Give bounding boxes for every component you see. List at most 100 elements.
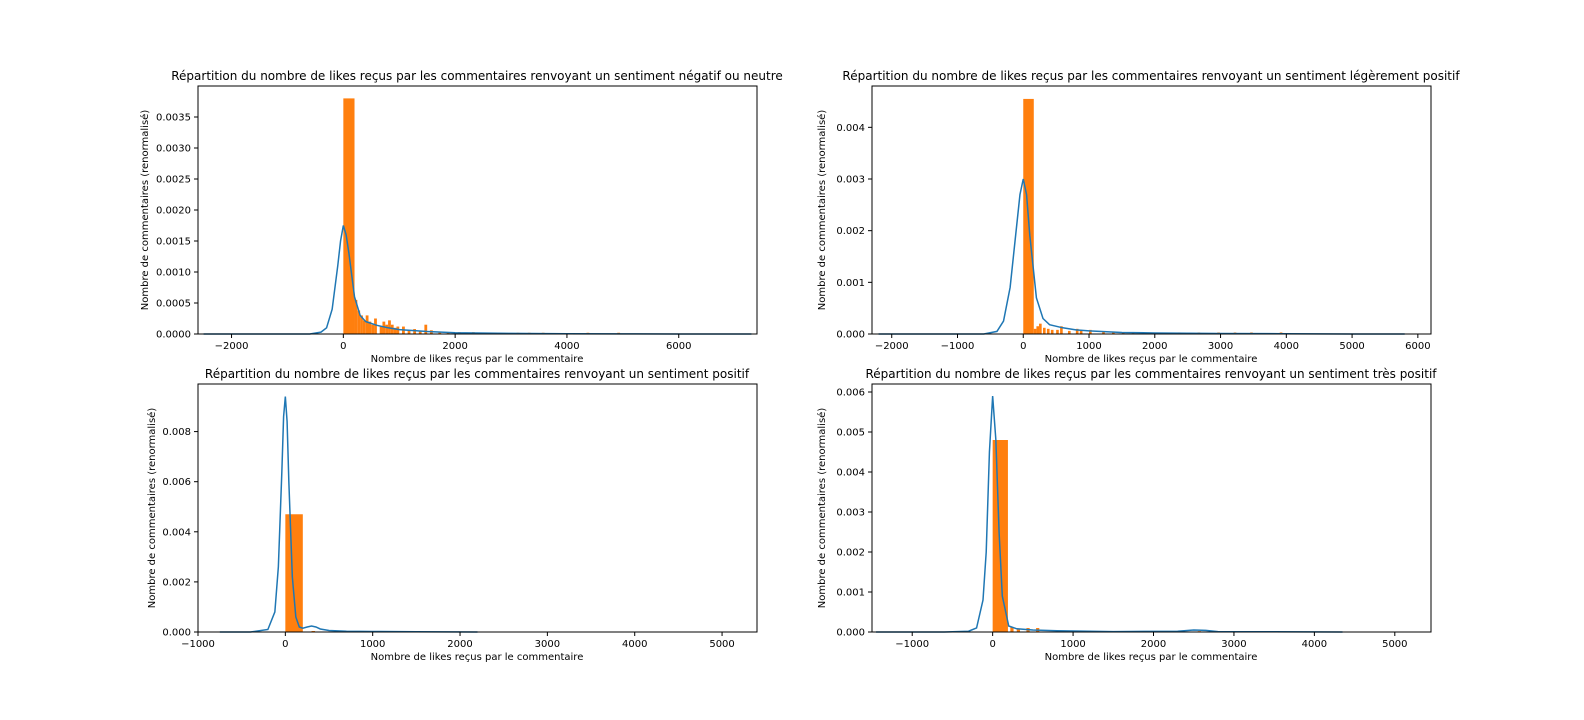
- histogram-bar: [1033, 328, 1037, 334]
- y-tick-label: 0.0020: [156, 206, 191, 217]
- plot-area: [876, 395, 1343, 633]
- x-tick-label: 4000: [554, 341, 579, 352]
- subplot-title: Répartition du nombre de likes reçus par…: [866, 367, 1438, 381]
- histogram-bar: [393, 327, 397, 334]
- subplot-negative-neutral: Répartition du nombre de likes reçus par…: [139, 69, 783, 365]
- x-tick-label: 1000: [360, 639, 385, 650]
- histogram-bar: [1102, 331, 1105, 334]
- subplot-title: Répartition du nombre de likes reçus par…: [171, 69, 783, 83]
- x-tick-label: 5000: [709, 639, 734, 650]
- histogram-bar: [343, 98, 355, 335]
- histogram-bar: [1060, 326, 1063, 334]
- x-tick-label: −1000: [941, 341, 975, 352]
- histogram-bar: [385, 324, 389, 334]
- histogram-bar: [1042, 327, 1046, 334]
- histogram-bar: [365, 315, 369, 334]
- histogram-bar: [424, 324, 428, 334]
- plot-area: [878, 98, 1405, 335]
- histogram-bar: [357, 310, 361, 334]
- x-tick-label: 3000: [535, 639, 560, 650]
- y-tick-label: 0.000: [836, 330, 865, 341]
- histogram-bar: [992, 440, 1008, 632]
- histogram-bar: [1067, 330, 1071, 334]
- x-tick-label: −1000: [181, 639, 215, 650]
- subplot-positive: Répartition du nombre de likes reçus par…: [146, 367, 758, 663]
- axes-frame: [871, 383, 1432, 633]
- density-curve: [876, 395, 1343, 633]
- y-tick-label: 0.004: [162, 527, 191, 538]
- x-tick-label: 4000: [1274, 341, 1299, 352]
- histogram-bar: [371, 324, 375, 334]
- histogram-bar: [382, 321, 386, 334]
- x-tick-label: −2000: [215, 341, 249, 352]
- histogram-bar: [418, 330, 422, 334]
- y-tick-label: 0.005: [836, 428, 865, 439]
- subplot-slightly-positive: Répartition du nombre de likes reçus par…: [816, 69, 1460, 365]
- y-tick-label: 0.0005: [156, 299, 191, 310]
- plot-area: [219, 396, 478, 633]
- y-tick-label: 0.0030: [156, 144, 191, 155]
- x-axis-label: Nombre de likes reçus par le commentaire: [371, 354, 584, 365]
- x-tick-label: 3000: [1208, 341, 1233, 352]
- x-tick-label: 2000: [1141, 639, 1166, 650]
- histogram-bar: [1121, 332, 1125, 334]
- y-tick-label: 0.000: [162, 628, 191, 639]
- histogram-bar: [1079, 330, 1083, 334]
- y-tick-label: 0.0035: [156, 113, 191, 124]
- x-tick-label: 4000: [622, 639, 647, 650]
- x-axis-label: Nombre de likes reçus par le commentaire: [371, 652, 584, 663]
- x-tick-label: 6000: [1405, 341, 1430, 352]
- y-tick-label: 0.0000: [156, 330, 191, 341]
- x-tick-label: −2000: [875, 341, 909, 352]
- histogram-bar: [396, 326, 400, 334]
- x-tick-label: 6000: [666, 341, 691, 352]
- histogram-bar: [368, 321, 372, 334]
- x-tick-label: 0: [282, 639, 288, 650]
- y-axis-label: Nombre de commentaires (renormalisé): [816, 408, 828, 609]
- histogram-bar: [1075, 328, 1079, 334]
- density-curve: [878, 178, 1405, 335]
- y-axis-label: Nombre de commentaires (renormalisé): [816, 110, 828, 311]
- x-tick-label: 0: [989, 639, 995, 650]
- y-tick-label: 0.006: [162, 477, 191, 488]
- histogram-bar: [1016, 628, 1020, 632]
- histogram-bar: [413, 329, 417, 334]
- histogram-bar: [360, 315, 363, 334]
- histogram-bar: [1010, 627, 1014, 632]
- x-tick-label: −1000: [895, 639, 929, 650]
- y-tick-label: 0.003: [836, 508, 865, 519]
- y-tick-label: 0.001: [836, 588, 865, 599]
- x-tick-label: 5000: [1339, 341, 1364, 352]
- x-tick-label: 2000: [447, 639, 472, 650]
- x-tick-label: 0: [1020, 341, 1026, 352]
- histogram-bar: [379, 326, 383, 334]
- subplot-title: Répartition du nombre de likes reçus par…: [205, 367, 750, 381]
- x-tick-label: 4000: [1302, 639, 1327, 650]
- x-axis-label: Nombre de likes reçus par le commentaire: [1045, 652, 1258, 663]
- histogram-bar: [390, 324, 394, 334]
- x-tick-label: 1000: [1060, 639, 1085, 650]
- histogram-bar: [1046, 328, 1050, 334]
- y-tick-label: 0.002: [836, 226, 865, 237]
- y-tick-label: 0.002: [836, 548, 865, 559]
- y-tick-label: 0.004: [836, 123, 865, 134]
- y-tick-label: 0.003: [836, 175, 865, 186]
- y-tick-label: 0.004: [836, 468, 865, 479]
- y-tick-label: 0.006: [836, 388, 865, 399]
- histogram-bar: [1039, 323, 1042, 334]
- x-axis-label: Nombre de likes reçus par le commentaire: [1045, 354, 1258, 365]
- y-tick-label: 0.008: [162, 427, 191, 438]
- y-axis-label: Nombre de commentaires (renormalisé): [139, 110, 151, 311]
- y-tick-label: 0.0010: [156, 268, 191, 279]
- axes-frame: [197, 383, 758, 633]
- y-tick-label: 0.0015: [156, 237, 191, 248]
- y-tick-label: 0.000: [836, 628, 865, 639]
- y-tick-label: 0.0025: [156, 175, 191, 186]
- x-tick-label: 1000: [1076, 341, 1101, 352]
- x-tick-label: 0: [340, 341, 346, 352]
- histogram-bar: [362, 320, 366, 334]
- plot-area: [203, 98, 752, 335]
- histogram-bar: [374, 318, 377, 334]
- density-curve: [203, 225, 752, 335]
